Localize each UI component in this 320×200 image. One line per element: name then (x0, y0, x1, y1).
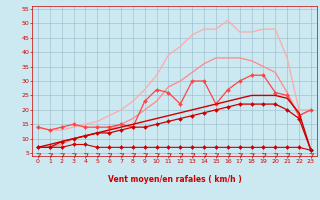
X-axis label: Vent moyen/en rafales ( km/h ): Vent moyen/en rafales ( km/h ) (108, 175, 241, 184)
